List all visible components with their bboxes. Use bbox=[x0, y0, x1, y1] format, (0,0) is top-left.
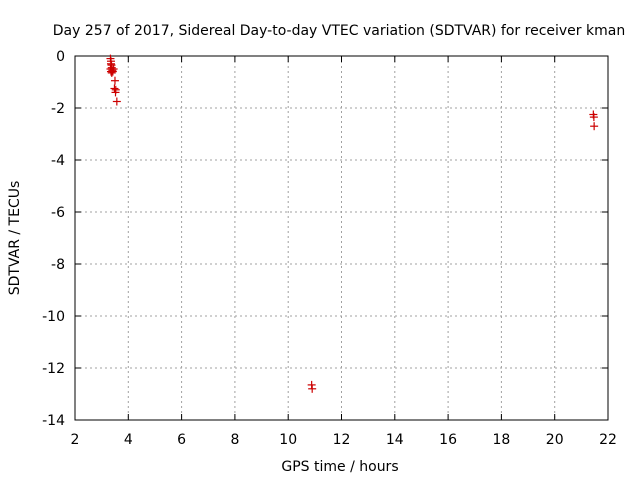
y-tick-label: -4 bbox=[51, 153, 65, 169]
tick-labels: 2 4 6 8 10 12 14 16 18 20 22 0 -2 -4 -6 -8 -10 -12 -14 bbox=[42, 49, 617, 448]
y-tick-label: -6 bbox=[51, 205, 65, 221]
y-tick-label: -10 bbox=[42, 309, 65, 325]
data-point bbox=[112, 97, 121, 106]
x-tick-label: 12 bbox=[333, 432, 351, 448]
axes bbox=[74, 55, 609, 421]
data-points bbox=[106, 54, 599, 393]
y-tick-label: 0 bbox=[56, 49, 65, 65]
x-tick-label: 4 bbox=[124, 432, 133, 448]
grid-lines bbox=[75, 56, 608, 420]
data-point bbox=[110, 84, 119, 93]
x-tick-label: 22 bbox=[599, 432, 617, 448]
data-point bbox=[110, 76, 119, 85]
chart-title: Day 257 of 2017, Sidereal Day-to-day VTE… bbox=[53, 23, 625, 39]
data-point bbox=[109, 65, 118, 73]
data-point bbox=[308, 384, 317, 393]
data-point bbox=[589, 113, 598, 122]
y-tick-label: -12 bbox=[42, 361, 65, 377]
x-tick-label: 8 bbox=[230, 432, 239, 448]
x-axis-label: GPS time / hours bbox=[281, 459, 398, 475]
y-axis-label: SDTVAR / TECUs bbox=[7, 181, 23, 296]
x-tick-label: 20 bbox=[546, 432, 564, 448]
y-tick-label: -2 bbox=[51, 101, 65, 117]
data-point bbox=[111, 88, 120, 97]
x-tick-label: 2 bbox=[71, 432, 80, 448]
x-tick-label: 16 bbox=[439, 432, 457, 448]
y-tick-label: -14 bbox=[42, 413, 65, 429]
x-tick-label: 14 bbox=[386, 432, 404, 448]
x-tick-label: 10 bbox=[279, 432, 297, 448]
y-tick-label: -8 bbox=[51, 257, 65, 273]
x-tick-label: 6 bbox=[177, 432, 186, 448]
data-point bbox=[590, 122, 599, 131]
data-point bbox=[107, 68, 116, 77]
x-tick-label: 18 bbox=[492, 432, 510, 448]
